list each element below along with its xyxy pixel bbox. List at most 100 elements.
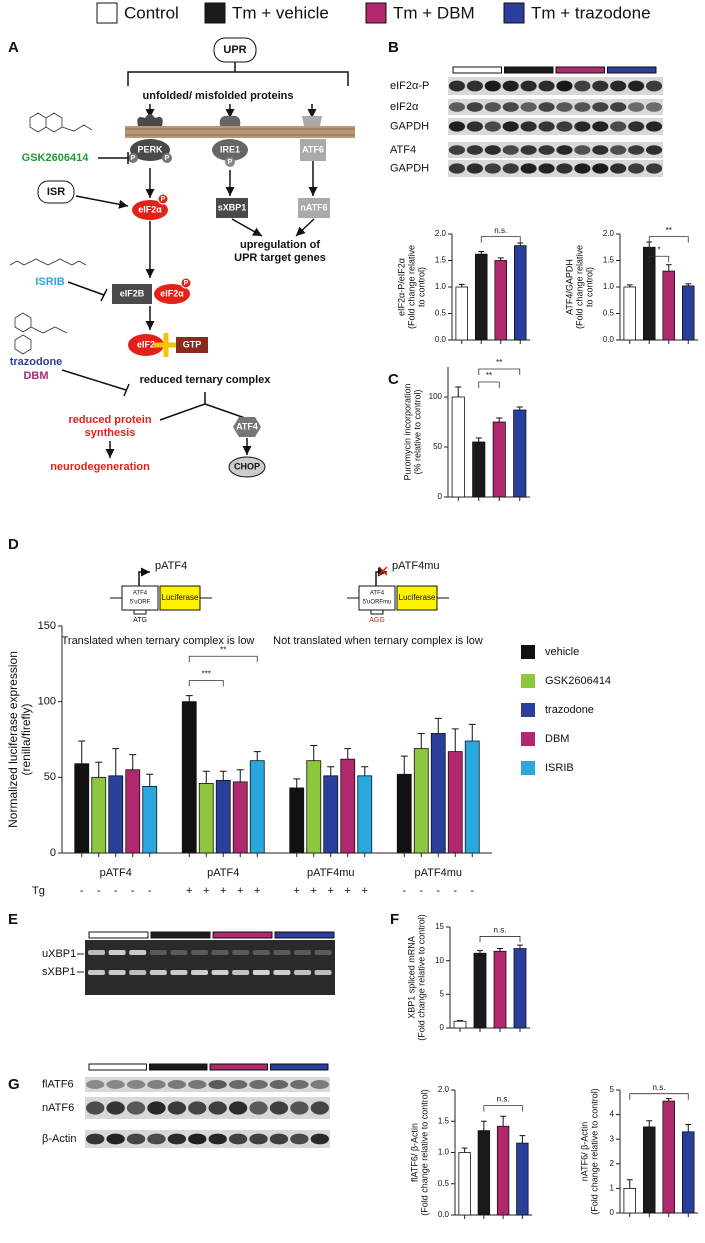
bar [682,1131,695,1214]
y-tick-label: 2 [610,1159,615,1168]
band [484,80,501,92]
tg-sign: + [345,885,351,897]
band [448,121,466,132]
bar [477,1130,491,1216]
y-tick-label: 0.5 [438,1179,450,1188]
y-axis-label: (Fold change relative to control) [416,914,426,1041]
y-axis-label: (Fold change relative to control) [419,1089,429,1216]
band [556,102,573,112]
tg-sign: - [97,885,101,897]
legend-label: GSK2606414 [545,675,611,687]
error-bar [685,1123,692,1132]
error-bar [219,770,227,781]
bar [198,782,214,854]
bar [413,748,429,854]
protein [154,284,190,304]
band [484,145,501,155]
error-bar [129,754,137,770]
band [628,145,645,155]
error-bar [458,283,465,287]
drug-label: DBM [23,370,48,382]
bar [249,760,265,854]
lane-marker [212,931,273,939]
band [645,80,663,92]
blot [85,1077,330,1092]
node-label: unfolded/ misfolded proteins [143,90,294,102]
receptor [212,139,248,161]
chemical-structure [14,312,68,355]
band [147,1101,166,1115]
tg-sign: - [148,885,152,897]
error-bar [665,1098,672,1102]
y-tick-label: 3 [610,1134,615,1143]
bar [453,1020,467,1029]
bar [662,270,676,341]
y-tick-label: 1.0 [438,1148,450,1157]
legend-swatch [503,2,525,24]
band [108,950,126,955]
band [106,1133,125,1145]
band [628,163,645,174]
blot-label: flATF6 [42,1078,74,1090]
band [126,1080,146,1089]
membrane [125,126,355,138]
bar [142,786,158,854]
blot [448,160,663,177]
legend-label: ISRIB [545,762,574,774]
bar [623,286,637,341]
band [188,1080,207,1089]
bar [464,740,480,854]
lane-marker [270,1063,329,1071]
bar [125,769,141,854]
bar [682,285,695,341]
phospho [225,157,235,167]
band [314,950,332,955]
band [290,1080,309,1089]
band [448,102,466,112]
lane-marker [149,1063,208,1071]
bar [514,245,527,341]
band [502,145,519,155]
y-tick-label: 150 [38,620,56,632]
band [228,1133,248,1145]
y-tick-label: 15 [435,922,444,931]
construct-caption: Not translated when ternary complex is l… [273,635,483,647]
blot-label: eIF2α-P [390,80,429,92]
error-bar [327,766,335,776]
node-box [176,337,208,353]
y-axis-label: (renilla/firefly) [19,703,33,775]
band [273,950,291,955]
error-bar [665,264,672,272]
codon: ATG [133,617,147,624]
band [466,102,483,112]
band [520,102,537,112]
error-bar [646,241,653,248]
band [466,121,483,132]
blot [448,118,663,135]
y-axis-label: to control) [416,267,426,307]
band [610,145,627,155]
panel-label: E [8,911,18,928]
bracket [127,62,349,86]
legend-swatch [521,674,535,688]
error-bar [497,257,504,261]
bar [623,1188,637,1214]
bar [357,775,373,854]
node-box [37,180,75,204]
reporter-label: Luciferase [399,593,436,602]
bar [396,773,412,854]
node-box [216,198,248,218]
error-bar [516,406,523,410]
panel-label: D [8,536,19,553]
band [273,970,291,975]
y-tick-label: 1.5 [438,1116,450,1125]
error-bar [451,728,459,752]
error-bar [626,284,633,287]
band [538,145,555,155]
y-tick-label: 1.0 [435,282,447,291]
band [191,970,208,975]
bar [108,775,124,854]
band [252,950,270,955]
error-bar [626,1179,633,1189]
y-axis-label: (Fold change relative [574,245,584,329]
